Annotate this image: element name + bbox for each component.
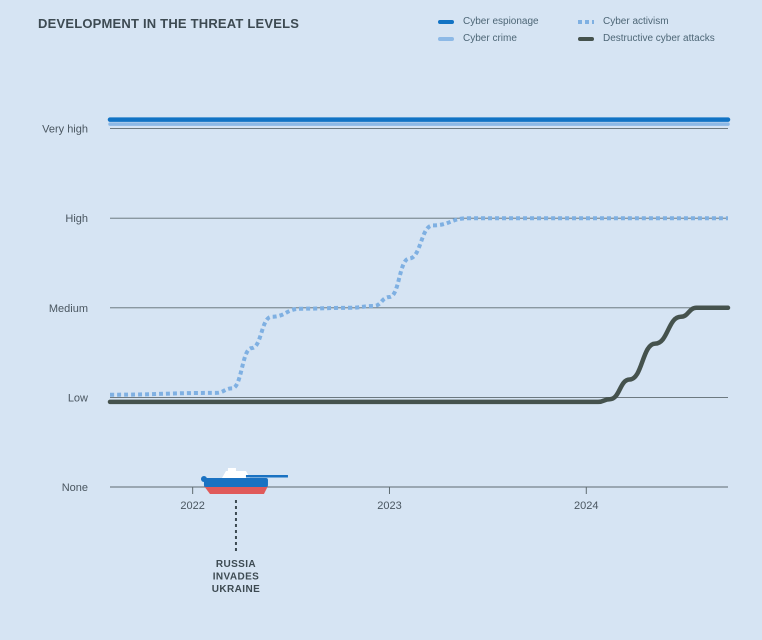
legend-swatch-cyber-espionage (438, 19, 454, 24)
legend-item-cyber-crime: Cyber crime (438, 33, 578, 44)
legend-swatch-cyber-activism (578, 19, 594, 24)
tank-icon (200, 468, 288, 494)
legend-label-destructive-cyber-attacks: Destructive cyber attacks (603, 33, 715, 44)
y-tick-label-high: High (65, 213, 88, 225)
tank-hatch (227, 468, 236, 471)
tank-turret (221, 471, 250, 478)
legend-item-cyber-activism: Cyber activism (578, 16, 738, 27)
legend-swatch-destructive-cyber-attacks (578, 36, 594, 41)
legend-item-cyber-espionage: Cyber espionage (438, 16, 578, 27)
chart-legend: Cyber espionage Cyber activism Cyber cri… (438, 16, 738, 44)
y-tick-label-none: None (62, 482, 88, 494)
legend-item-destructive-cyber-attacks: Destructive cyber attacks (578, 33, 738, 44)
tank-rear (200, 476, 207, 482)
legend-label-cyber-espionage: Cyber espionage (463, 16, 539, 27)
annotation-text-line-1: RUSSIA (216, 559, 256, 570)
chart-title: DEVELOPMENT IN THE THREAT LEVELS (38, 16, 300, 31)
y-tick-label-very-high: Very high (42, 124, 88, 136)
legend-label-cyber-activism: Cyber activism (603, 16, 669, 27)
tank-tracks (203, 486, 268, 494)
tank-hull (203, 478, 268, 487)
tank-barrel (245, 475, 288, 478)
annotation-text-line-3: UKRAINE (212, 584, 260, 595)
series-line-destructive-cyber-attacks (107, 305, 731, 405)
x-tick-label-2022: 2022 (180, 500, 204, 512)
y-tick-label-medium: Medium (49, 303, 88, 315)
annotation-text-line-2: INVADES (213, 572, 260, 583)
y-tick-label-low: Low (68, 392, 88, 404)
x-tick-label-2023: 2023 (377, 500, 401, 512)
legend-label-cyber-crime: Cyber crime (463, 33, 517, 44)
x-tick-label-2024: 2024 (574, 500, 598, 512)
series-line-cyber-activism (109, 216, 728, 397)
legend-swatch-cyber-crime (438, 36, 454, 41)
